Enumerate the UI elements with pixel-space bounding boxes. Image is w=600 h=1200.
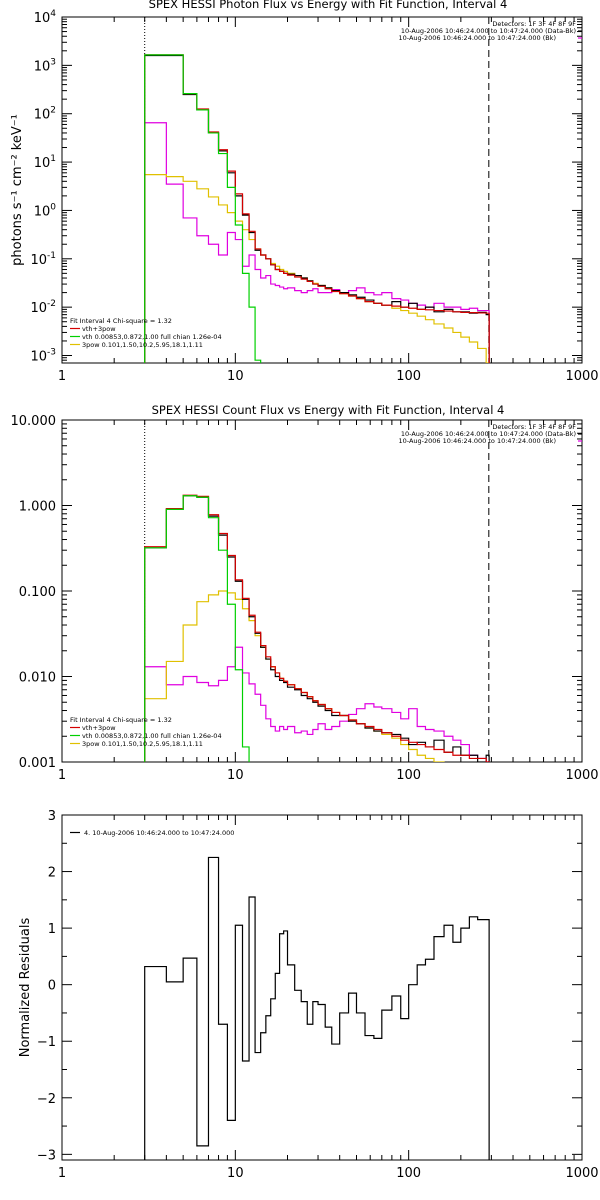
y-tick-label: 10-2 <box>30 299 56 316</box>
y-tick-label: 10-3 <box>30 348 56 365</box>
x-tick-label: 1 <box>58 768 66 783</box>
series-4-10-aug-2006-10-46-24-000-to-10-47-24-000 <box>144 856 490 1160</box>
y-tick-label: 1.000 <box>19 500 56 515</box>
y-tick-label: 0.001 <box>19 756 56 771</box>
y-tick-label: −1 <box>37 1035 56 1050</box>
plot-frame <box>61 814 583 1161</box>
legend-line: Fit Interval 4 Chi-square = 1.32 <box>70 317 172 325</box>
plot-frame <box>61 16 583 364</box>
y-tick-label: 3 <box>48 809 56 824</box>
legend-line: vth 0.00853,0.872,1.00 full chian 1.26e-… <box>82 333 222 341</box>
detector-header-line: 10-Aug-2006 10:46:24.000 to 10:47:24.000… <box>399 34 556 42</box>
chart-title: SPEX HESSI Count Flux vs Energy with Fit… <box>152 403 505 417</box>
legend-line: vth+3pow <box>82 325 116 333</box>
x-tick-label: 1000 <box>565 768 598 783</box>
y-tick-label: 100 <box>34 202 57 219</box>
legend-line: Fit Interval 4 Chi-square = 1.32 <box>70 716 172 724</box>
detector-header-line: Detectors: 1F 3F 4F 8F 9F <box>492 423 576 431</box>
panel-1: 1 10 100 1000 10-3 10-2 10-1 100 101 102 103 104 SPE… <box>10 0 599 384</box>
series-vth-3pow <box>144 54 490 363</box>
x-tick-label: 1000 <box>565 1166 598 1181</box>
y-tick-label: 2 <box>48 866 56 881</box>
y-tick-label: −2 <box>37 1092 56 1107</box>
detector-header-line: 10-Aug-2006 10:46:24.000 to 10:47:24.000… <box>401 27 576 35</box>
y-tick-label: 102 <box>34 106 56 123</box>
x-tick-label: 10 <box>227 369 244 384</box>
y-tick-label: −3 <box>37 1148 56 1163</box>
legend-line: 4. 10-Aug-2006 10:46:24.000 to 10:47:24.… <box>84 829 234 837</box>
panel-3: 1 10 100 1000 −3 −2 −1 0 1 2 3 Normalized Residuals… <box>18 809 599 1181</box>
series-data-bk <box>144 495 490 762</box>
x-tick-label: 1 <box>58 1166 66 1181</box>
series-bk <box>144 122 490 363</box>
legend-line: vth+3pow <box>82 724 116 732</box>
y-axis-label: Normalized Residuals <box>18 918 33 1058</box>
panel-2: 1 10 100 1000 0.001 0.010 0.100 1.000 10.000 SPEX… <box>11 403 599 783</box>
y-tick-label: 10.000 <box>11 414 57 429</box>
x-tick-label: 100 <box>396 768 421 783</box>
y-tick-label: 0 <box>48 979 56 994</box>
y-tick-label: 0.010 <box>19 671 56 686</box>
x-tick-label: 10 <box>227 1166 244 1181</box>
series-vth <box>144 495 250 762</box>
plot-frame <box>61 419 583 763</box>
y-tick-label: 103 <box>34 57 56 74</box>
x-tick-label: 1000 <box>565 369 598 384</box>
series-vth-3pow <box>144 494 490 762</box>
detector-header-line: Detectors: 1F 3F 4F 8F 9F <box>492 20 576 28</box>
y-axis-label: photons s⁻¹ cm⁻² keV⁻¹ <box>10 114 25 266</box>
y-tick-label: 101 <box>34 154 56 171</box>
chart-title: SPEX HESSI Photon Flux vs Energy with Fi… <box>149 0 508 11</box>
detector-header-line: 10-Aug-2006 10:46:24.000 to 10:47:24.000… <box>399 437 556 445</box>
y-tick-label: 0.100 <box>19 585 56 600</box>
x-tick-label: 100 <box>396 1166 421 1181</box>
x-tick-label: 100 <box>396 369 421 384</box>
y-tick-label: 10-1 <box>30 251 56 268</box>
series-vth <box>144 54 262 363</box>
x-tick-label: 1 <box>58 369 66 384</box>
legend-line: 3pow 0.101,1.50,10.2,5.95,18.1,1.11 <box>82 740 203 748</box>
x-tick-label: 10 <box>227 768 244 783</box>
legend-line: 3pow 0.101,1.50,10.2,5.95,18.1,1.11 <box>82 341 203 349</box>
y-tick-label: 104 <box>34 9 57 26</box>
legend-line: vth 0.00853,0.872,1.00 full chian 1.26e-… <box>82 732 222 740</box>
detector-header-line: 10-Aug-2006 10:46:24.000 to 10:47:24.000… <box>401 430 576 438</box>
y-tick-label: 1 <box>48 922 56 937</box>
